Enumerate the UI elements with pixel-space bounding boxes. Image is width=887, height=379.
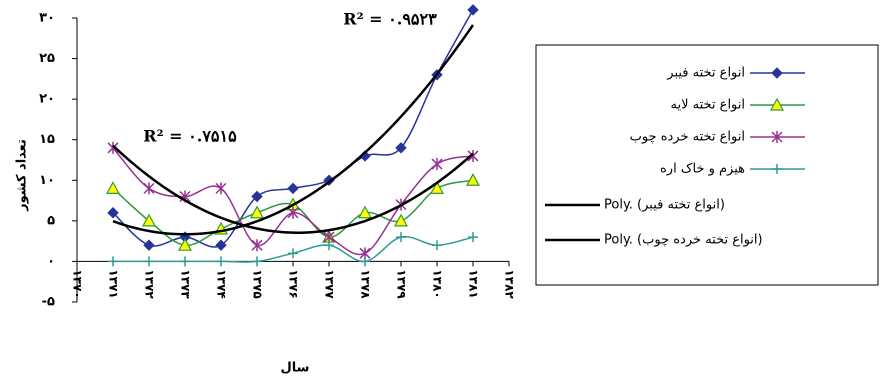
x-tick-label: ۱۳۷۶ [287, 269, 301, 298]
x-tick-label: ۱۳۷۸ [359, 269, 373, 299]
y-tick-label: ۱۰ [39, 173, 55, 188]
marker [252, 256, 262, 267]
marker [431, 158, 443, 171]
x-tick-label: ۱۳۸۱ [467, 269, 481, 298]
r-squared-label: R² = ۰.۷۵۱۵ [143, 127, 237, 146]
marker [215, 182, 227, 195]
marker [429, 181, 445, 194]
marker [143, 182, 155, 195]
legend-label: انواع تخته فیبر [666, 66, 745, 81]
x-tick-label: ۱۳۷۷ [323, 269, 337, 299]
legend-box [535, 44, 879, 286]
marker [143, 239, 155, 251]
marker [771, 131, 783, 143]
trendline [112, 24, 475, 236]
legend-label: انواع تخته خرده چوب [630, 130, 745, 145]
x-tick-label: ۱۳۷۴ [215, 269, 229, 298]
x-tick-label: ۱۳۷۲ [143, 269, 157, 299]
marker [396, 232, 406, 243]
y-tick-label: ۱۵ [39, 132, 55, 147]
x-tick-label: ۱۳۷۱ [107, 269, 121, 298]
marker [771, 67, 783, 79]
marker [141, 213, 157, 227]
marker [287, 206, 299, 219]
marker [105, 181, 121, 194]
y-tick-label: ۲۰ [39, 92, 55, 107]
marker [395, 142, 407, 154]
marker [177, 237, 193, 251]
marker [287, 182, 299, 195]
legend-label: Poly. (انواع تخته فیبر) [604, 198, 725, 213]
marker [324, 240, 334, 251]
x-tick-label: ۱۳۸۲ [503, 269, 517, 299]
marker [769, 97, 785, 111]
legend-label: انواع تخته لایه [671, 98, 745, 113]
r-squared-label: R² = ۰.۹۵۲۳ [343, 10, 437, 29]
marker [465, 173, 481, 186]
y-axis-title: تعداد کشور [15, 139, 30, 212]
marker [468, 232, 478, 243]
marker [360, 256, 370, 267]
marker [180, 256, 190, 267]
x-tick-label: ۱۳۸۰ [431, 269, 445, 298]
trendline [112, 144, 474, 234]
marker [251, 239, 263, 252]
legend-label: هیزم و خاک اره [660, 162, 745, 177]
marker [772, 164, 782, 174]
x-tick-label: ۱۳۷۳ [179, 269, 193, 299]
marker [107, 207, 119, 219]
x-tick-label: ۱۳۷۹ [395, 269, 409, 299]
y-tick-label: -۵ [42, 295, 55, 310]
marker [215, 239, 227, 251]
marker [251, 190, 263, 203]
marker [288, 248, 298, 259]
x-axis-title: سال [281, 361, 310, 376]
marker [144, 256, 154, 267]
x-tick-label: ۱۳۷۰ [71, 269, 85, 298]
y-tick-label: ۰ [47, 254, 55, 269]
y-tick-label: ۳۰ [39, 11, 55, 26]
legend-label: Poly. (انواع تخته خرده چوب) [604, 233, 763, 248]
marker [432, 240, 442, 251]
marker [249, 205, 265, 219]
x-tick-label: ۱۳۷۵ [251, 269, 265, 298]
y-tick-label: ۲۵ [39, 51, 55, 66]
marker [393, 213, 409, 227]
marker [467, 149, 479, 162]
marker [107, 141, 119, 154]
marker [216, 256, 226, 267]
marker [357, 205, 373, 219]
y-tick-label: ۵ [47, 213, 55, 228]
marker [108, 256, 118, 267]
marker [467, 4, 479, 16]
